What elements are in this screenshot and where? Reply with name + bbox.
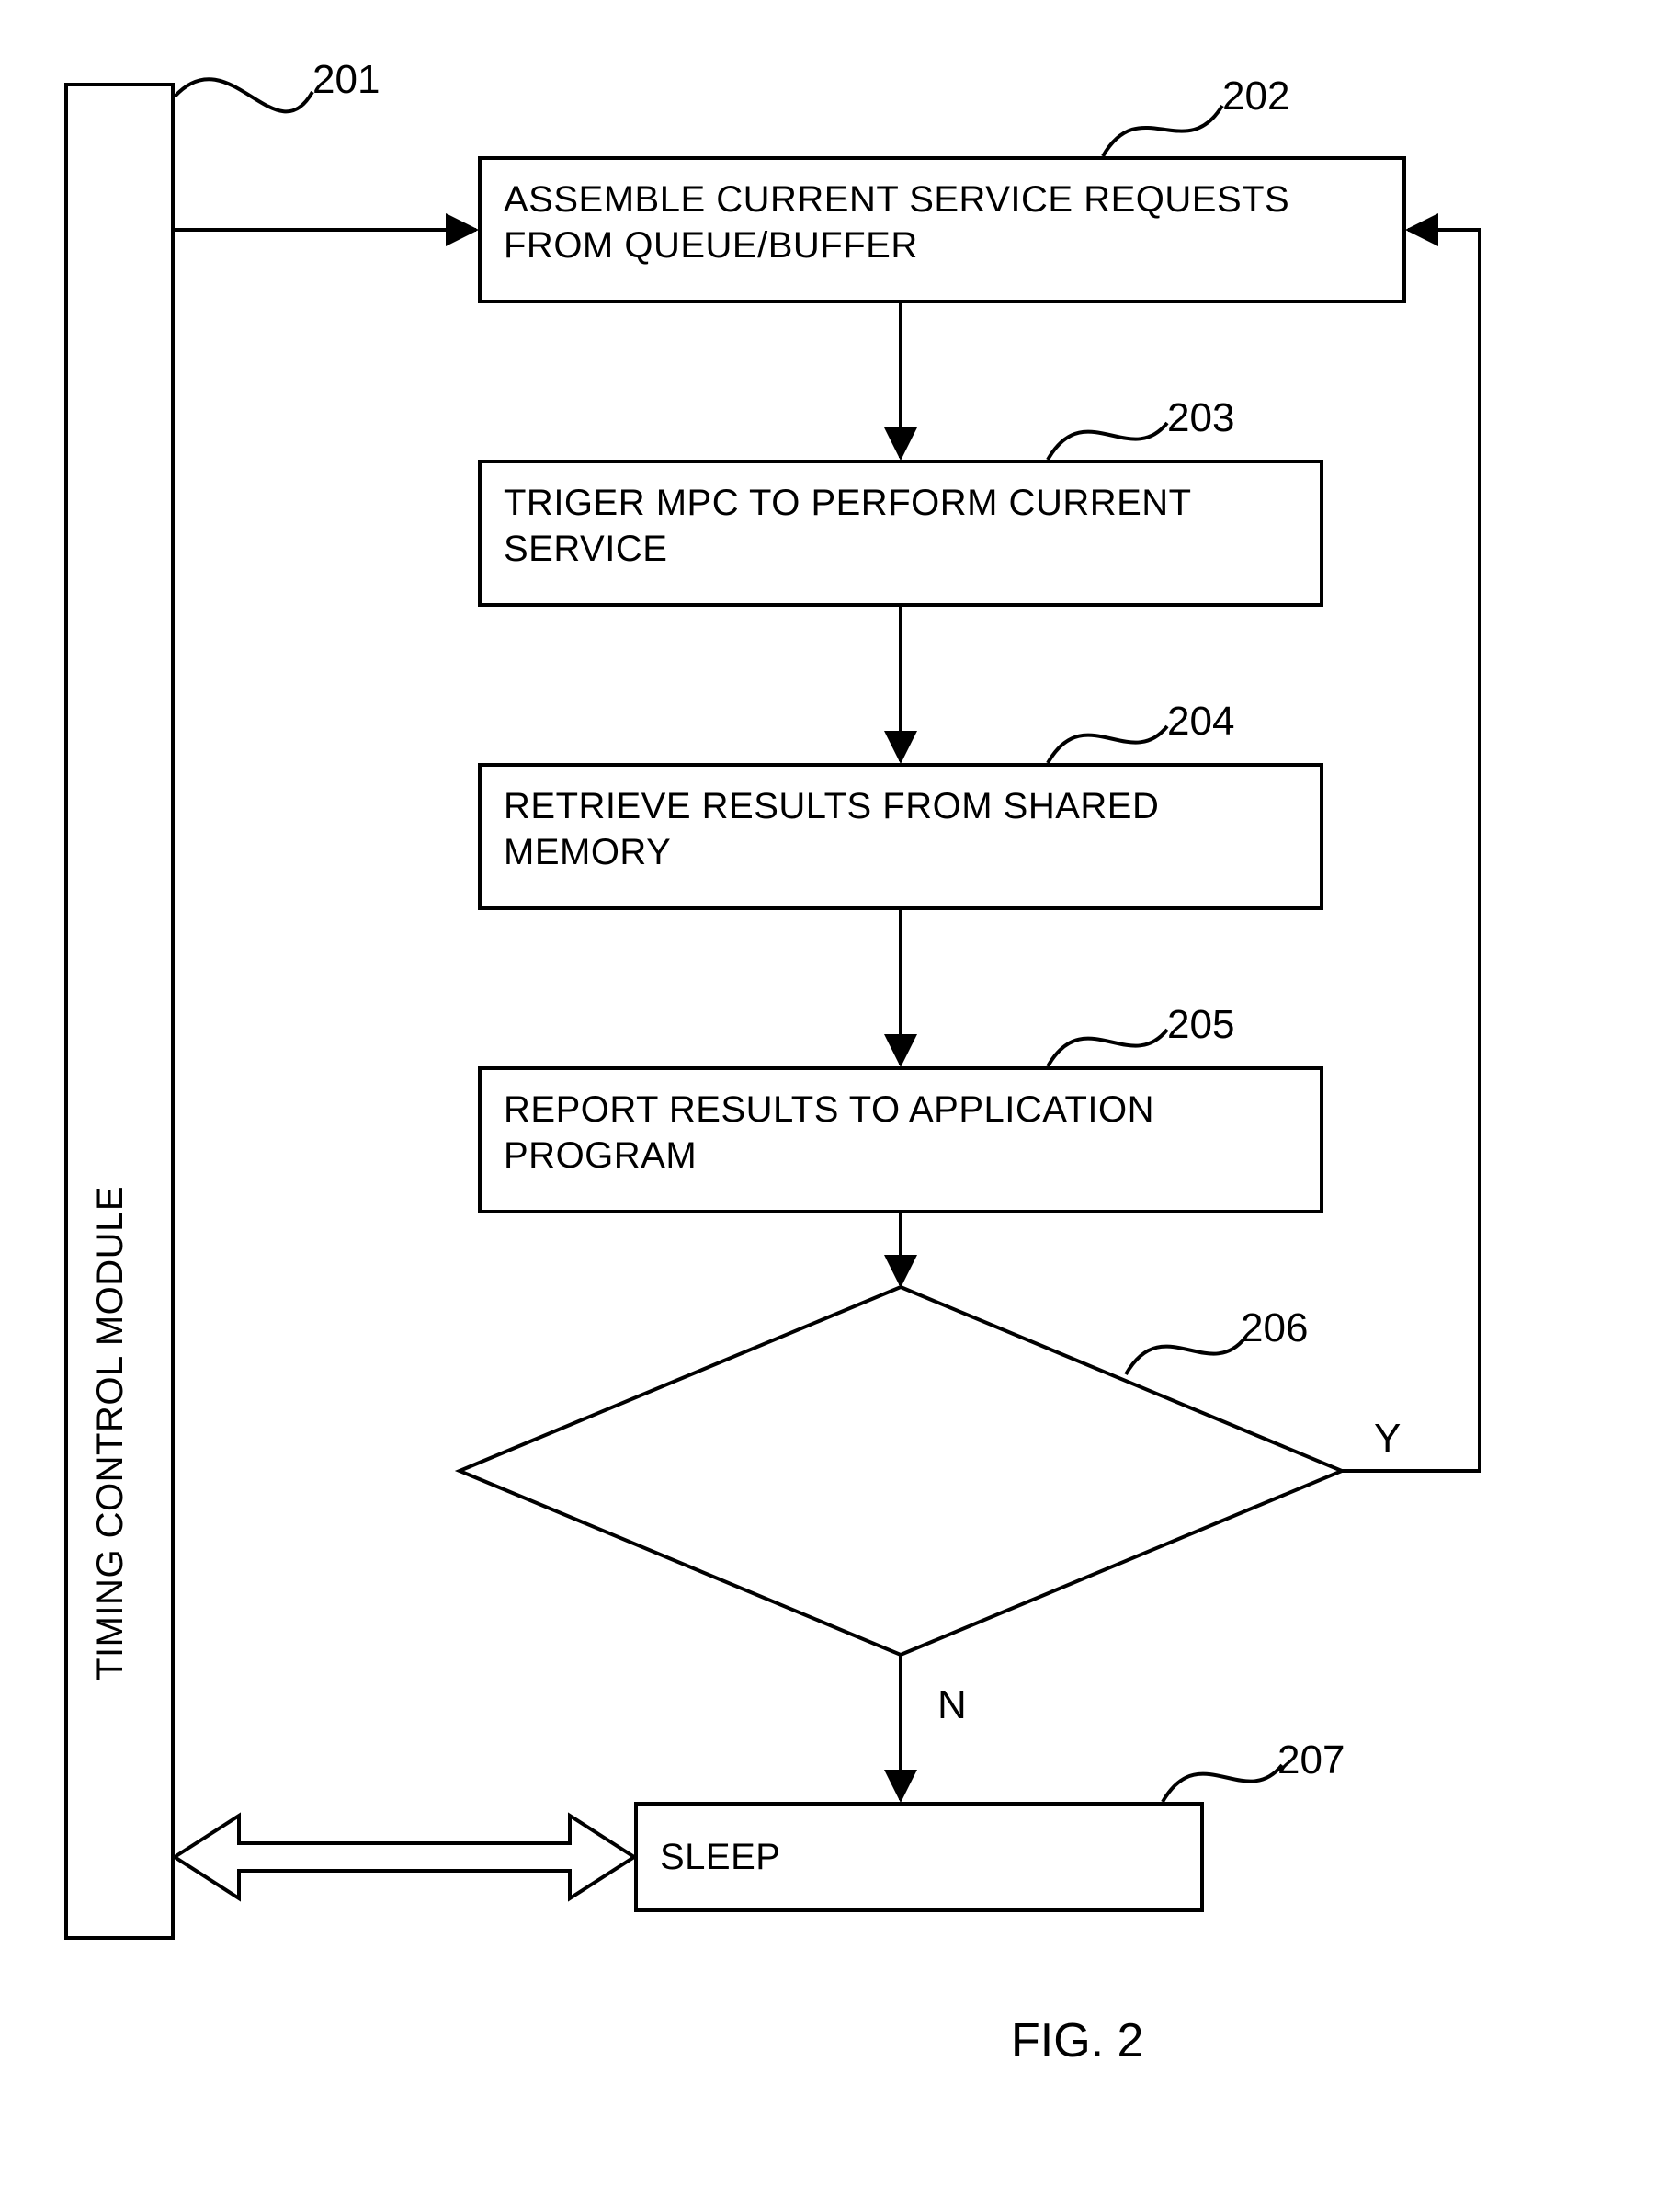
ref-203: 203	[1167, 395, 1234, 441]
arrow-decision-yes-loop	[1342, 230, 1480, 1471]
step-202-box: ASSEMBLE CURRENT SERVICE REQUESTS FROM Q…	[478, 156, 1406, 303]
ref-206: 206	[1241, 1305, 1308, 1351]
decision-text: MORE TIME AND/OR MORE SERVICES?	[680, 1425, 1121, 1517]
ref-205: 205	[1167, 1002, 1234, 1048]
decision-yes-label: Y	[1374, 1416, 1401, 1462]
callout-207	[1163, 1765, 1282, 1802]
callout-203	[1048, 423, 1167, 460]
step-203-box: TRIGER MPC TO PERFORM CURRENT SERVICE	[478, 460, 1323, 607]
step-204-text: RETRIEVE RESULTS FROM SHARED MEMORY	[504, 783, 1298, 875]
step-205-box: REPORT RESULTS TO APPLICATION PROGRAM	[478, 1066, 1323, 1213]
flowchart-canvas: TIMING CONTROL MODULE ASSEMBLE CURRENT S…	[37, 55, 1643, 2155]
callout-205	[1048, 1030, 1167, 1066]
timing-control-module-label: TIMING CONTROL MODULE	[90, 1186, 131, 1680]
step-207-box: SLEEP	[634, 1802, 1204, 1912]
ref-201: 201	[312, 57, 380, 103]
decision-no-label: N	[937, 1682, 967, 1728]
callout-201	[175, 79, 312, 111]
ref-202: 202	[1222, 74, 1289, 120]
step-204-box: RETRIEVE RESULTS FROM SHARED MEMORY	[478, 763, 1323, 910]
step-203-text: TRIGER MPC TO PERFORM CURRENT SERVICE	[504, 480, 1298, 572]
callout-206	[1126, 1338, 1245, 1374]
step-202-text: ASSEMBLE CURRENT SERVICE REQUESTS FROM Q…	[504, 177, 1380, 268]
step-207-text: SLEEP	[660, 1834, 780, 1880]
figure-label: FIG. 2	[1011, 2013, 1143, 2068]
double-arrow-module-sleep	[175, 1816, 634, 1898]
callout-204	[1048, 726, 1167, 763]
callout-202	[1103, 106, 1222, 156]
ref-204: 204	[1167, 699, 1234, 745]
ref-207: 207	[1277, 1737, 1345, 1783]
step-205-text: REPORT RESULTS TO APPLICATION PROGRAM	[504, 1087, 1298, 1179]
